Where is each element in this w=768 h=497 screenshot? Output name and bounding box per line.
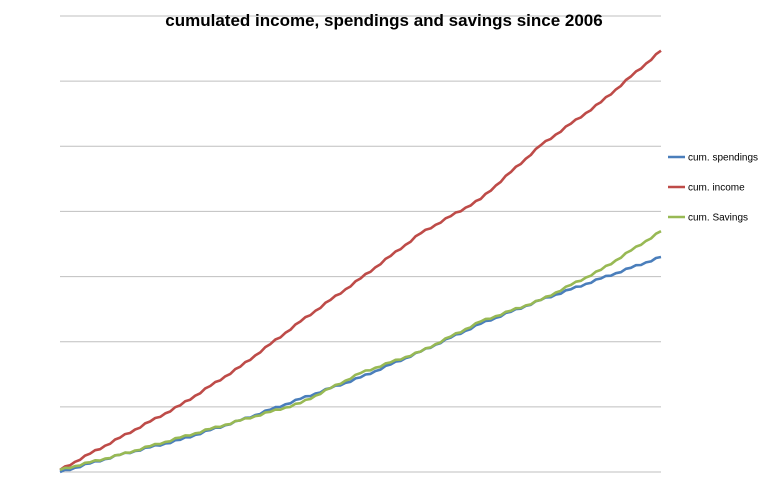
legend: cum. spendings cum. income cum. Savings bbox=[668, 153, 758, 224]
series-line-cum-savings bbox=[59, 230, 662, 472]
series-line-cum-spendings bbox=[59, 255, 662, 474]
series-lines bbox=[59, 49, 662, 474]
legend-label: cum. income bbox=[688, 183, 745, 194]
gridlines bbox=[60, 15, 661, 473]
legend-label: cum. Savings bbox=[688, 213, 748, 224]
chart-title: cumulated income, spendings and savings … bbox=[165, 11, 602, 30]
legend-label: cum. spendings bbox=[688, 153, 758, 164]
series-line-cum-income bbox=[59, 49, 662, 471]
